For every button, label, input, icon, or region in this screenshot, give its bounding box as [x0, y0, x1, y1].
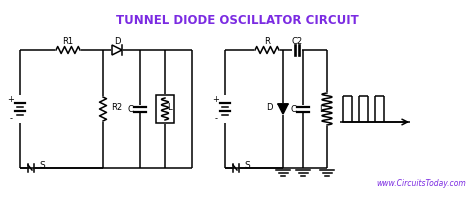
Text: L: L — [319, 105, 324, 113]
Bar — [156, 95, 174, 123]
Text: www.CircuitsToday.com: www.CircuitsToday.com — [376, 179, 466, 188]
Text: D: D — [114, 37, 120, 47]
Text: C: C — [290, 105, 296, 113]
Text: R1: R1 — [63, 37, 73, 47]
Text: C2: C2 — [292, 37, 302, 47]
Text: R2: R2 — [111, 103, 122, 111]
Text: +: + — [212, 94, 219, 104]
Text: L: L — [167, 103, 172, 111]
Text: C: C — [127, 105, 133, 113]
Text: +: + — [8, 94, 14, 104]
Text: S: S — [39, 162, 45, 170]
Text: -: - — [215, 114, 218, 124]
Text: R: R — [264, 37, 270, 47]
Text: D: D — [266, 104, 273, 112]
Text: S: S — [244, 162, 250, 170]
Text: -: - — [9, 114, 12, 124]
Polygon shape — [278, 104, 288, 114]
Text: TUNNEL DIODE OSCILLATOR CIRCUIT: TUNNEL DIODE OSCILLATOR CIRCUIT — [116, 14, 358, 27]
